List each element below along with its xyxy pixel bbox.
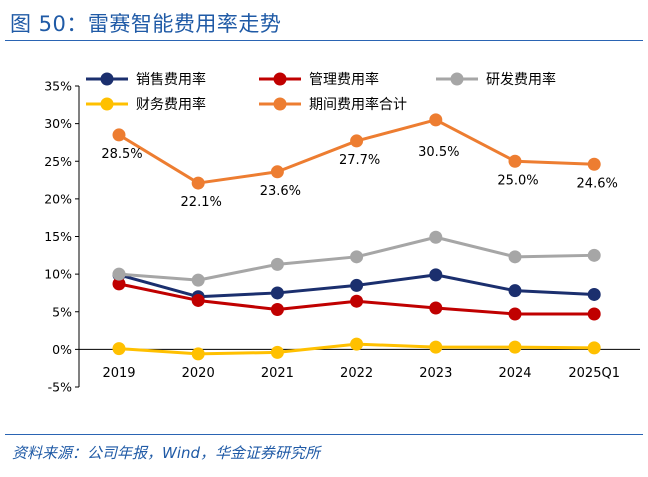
data-point <box>508 284 522 298</box>
series-3 <box>112 230 601 287</box>
legend-item: 管理费用率 <box>259 71 379 88</box>
series-2 <box>112 277 601 321</box>
data-point <box>429 268 443 282</box>
y-tick-label: 20% <box>44 191 72 206</box>
data-label: 27.7% <box>339 153 380 168</box>
series-5 <box>112 113 601 190</box>
legend-swatch-marker <box>100 72 114 86</box>
data-point <box>191 293 205 307</box>
legend-label: 研发费用率 <box>486 71 556 88</box>
data-point <box>508 250 522 264</box>
data-point <box>191 347 205 361</box>
data-point <box>112 342 126 356</box>
y-tick-label: 25% <box>44 154 72 169</box>
y-tick-label: 30% <box>44 116 72 131</box>
y-tick-label: 35% <box>44 79 72 94</box>
data-label: 23.6% <box>260 184 301 199</box>
source-divider <box>5 434 643 435</box>
legend-swatch-marker <box>273 97 287 111</box>
y-tick-label: -5% <box>48 380 72 395</box>
source-note: 资料来源：公司年报，Wind，华金证券研究所 <box>12 444 321 462</box>
data-point <box>587 307 601 321</box>
data-point <box>587 341 601 355</box>
y-tick-label: 5% <box>52 304 72 319</box>
legend-label: 销售费用率 <box>136 71 206 88</box>
figure-title: 图 50：雷赛智能费用率走势 <box>10 12 282 36</box>
data-point <box>350 294 364 308</box>
x-tick-label: 2022 <box>340 366 373 381</box>
legend-label: 期间费用率合计 <box>309 96 407 113</box>
x-tick-label: 2024 <box>498 366 531 381</box>
y-tick-label: 15% <box>44 229 72 244</box>
x-tick-label: 2020 <box>182 366 215 381</box>
series-4 <box>112 337 601 361</box>
data-point <box>429 230 443 244</box>
data-point <box>350 134 364 148</box>
x-tick-label: 2019 <box>102 366 135 381</box>
legend-swatch-marker <box>450 72 464 86</box>
data-point <box>429 340 443 354</box>
data-point <box>270 257 284 271</box>
legend-swatch-marker <box>100 97 114 111</box>
data-point <box>587 157 601 171</box>
x-tick-label: 2021 <box>261 366 294 381</box>
data-point <box>429 301 443 315</box>
data-point <box>112 267 126 281</box>
data-point <box>270 302 284 316</box>
legend-item: 财务费用率 <box>86 96 206 113</box>
data-point <box>191 176 205 190</box>
data-point <box>270 286 284 300</box>
x-tick-label: 2023 <box>419 366 452 381</box>
data-point <box>508 340 522 354</box>
data-point <box>112 128 126 142</box>
legend-item: 研发费用率 <box>436 71 556 88</box>
data-point <box>270 165 284 179</box>
data-label: 30.5% <box>418 145 459 160</box>
data-point <box>191 273 205 287</box>
title-divider <box>5 40 643 41</box>
y-tick-label: 10% <box>44 267 72 282</box>
data-point <box>350 278 364 292</box>
data-point <box>587 287 601 301</box>
data-point <box>350 250 364 264</box>
data-label: 28.5% <box>101 147 142 162</box>
data-label: 25.0% <box>497 173 538 188</box>
data-label: 24.6% <box>577 176 618 191</box>
legend-label: 管理费用率 <box>309 71 379 88</box>
x-tick-label: 2025Q1 <box>568 366 620 381</box>
data-point <box>587 248 601 262</box>
data-point <box>508 154 522 168</box>
data-label: 22.1% <box>181 195 222 210</box>
data-point <box>350 337 364 351</box>
data-point <box>270 345 284 359</box>
legend-item: 期间费用率合计 <box>259 96 407 113</box>
data-point <box>508 307 522 321</box>
legend-label: 财务费用率 <box>136 96 206 113</box>
data-point <box>429 113 443 127</box>
legend-swatch-marker <box>273 72 287 86</box>
legend-item: 销售费用率 <box>86 71 206 88</box>
data-point <box>112 277 126 291</box>
y-tick-label: 0% <box>52 342 72 357</box>
